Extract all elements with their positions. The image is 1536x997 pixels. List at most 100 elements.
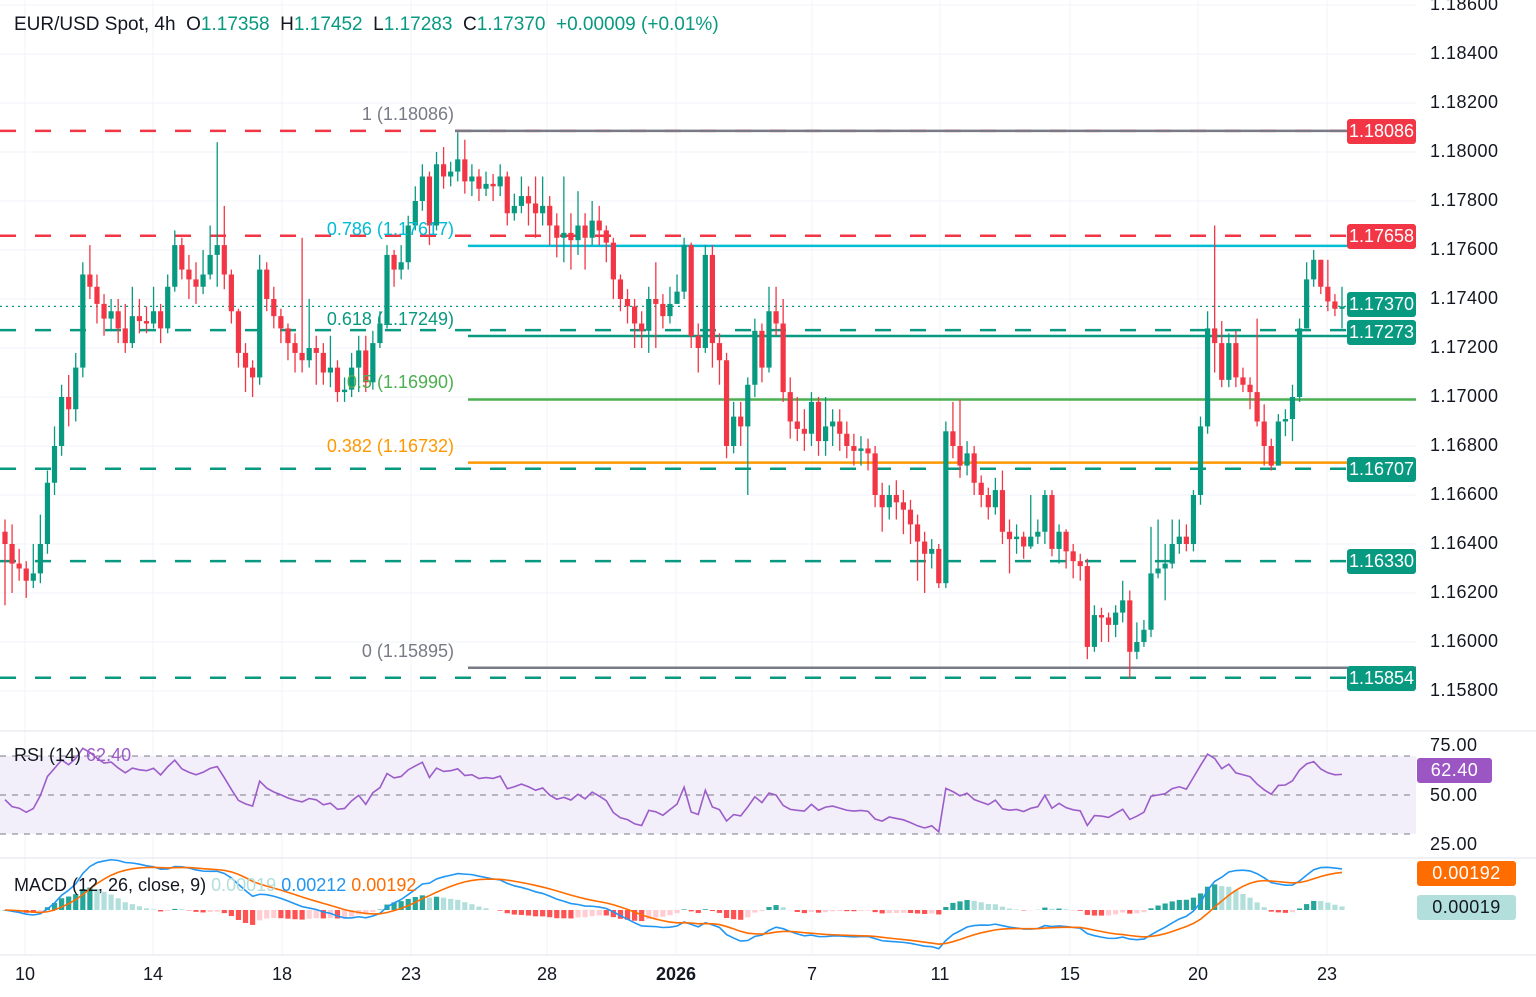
macd-legend[interactable]: MACD (12, 26, close, 9) 0.00019 0.00212 … bbox=[14, 875, 416, 896]
high-label: H bbox=[280, 14, 294, 35]
time-tick-label: 18 bbox=[271, 964, 293, 984]
macd-histogram-bar bbox=[1226, 886, 1232, 910]
macd-histogram-bar bbox=[1311, 900, 1317, 910]
fibonacci-retracement[interactable] bbox=[455, 129, 1416, 669]
candle-body bbox=[1127, 600, 1133, 652]
fib-level-label: 0.5 (1.16990) bbox=[346, 372, 454, 393]
candle-body bbox=[646, 299, 652, 331]
candle-body bbox=[1169, 544, 1175, 564]
macd-histogram-bar bbox=[1141, 910, 1147, 913]
macd-signal-line bbox=[4, 866, 1343, 946]
macd-histogram-bar bbox=[1113, 910, 1119, 915]
candle-body bbox=[907, 509, 914, 525]
candle-body bbox=[193, 279, 199, 287]
price-tick-label: 1.15800 bbox=[1430, 680, 1499, 700]
candle-body bbox=[1261, 421, 1267, 446]
macd-histogram-bar bbox=[957, 901, 963, 910]
candle-body bbox=[94, 286, 100, 304]
macd-histogram-bar bbox=[1275, 910, 1281, 913]
candle-body bbox=[257, 269, 263, 378]
macd-line bbox=[4, 858, 1343, 950]
macd-histogram-bar bbox=[1219, 886, 1225, 910]
candle-body bbox=[709, 254, 716, 344]
macd-histogram-bar bbox=[907, 910, 914, 913]
candle-body bbox=[51, 446, 58, 483]
candle-body bbox=[1212, 328, 1218, 344]
candle-body bbox=[858, 448, 864, 451]
macd-histogram-bar bbox=[808, 910, 815, 912]
macd-histogram-bar bbox=[158, 910, 164, 912]
macd-histogram-bar bbox=[249, 910, 256, 925]
candle-body bbox=[1311, 259, 1317, 280]
candle-body bbox=[1296, 328, 1303, 397]
level-price-tag: 1.17370 bbox=[1347, 292, 1416, 318]
close-value: 1.17370 bbox=[476, 14, 546, 35]
candle-body bbox=[695, 335, 701, 348]
candle-body bbox=[1183, 536, 1189, 544]
candle-body bbox=[950, 431, 956, 446]
price-tick-label: 1.18400 bbox=[1430, 43, 1499, 63]
candle-body bbox=[660, 303, 666, 317]
macd-histogram-bar bbox=[603, 910, 609, 916]
time-tick-label: 28 bbox=[536, 964, 558, 984]
candle-body bbox=[341, 389, 348, 393]
macd-histogram-tag: 0.00019 bbox=[1417, 895, 1516, 920]
candle-body bbox=[865, 448, 871, 454]
candle-body bbox=[1049, 495, 1055, 549]
macd-histogram-bar bbox=[469, 904, 475, 910]
candle-body bbox=[115, 311, 121, 329]
candle-body bbox=[334, 367, 341, 393]
macd-histogram-bar bbox=[582, 910, 588, 918]
macd-histogram-bar bbox=[235, 910, 242, 920]
candle-body bbox=[1113, 612, 1119, 625]
symbol-legend: EUR/USD Spot, 4h O1.17358 H1.17452 L1.17… bbox=[14, 14, 719, 36]
macd-histogram-bar bbox=[688, 910, 694, 912]
candle-body bbox=[242, 352, 249, 368]
macd-histogram-value: 0.00019 bbox=[211, 875, 277, 895]
macd-histogram-bar bbox=[172, 908, 178, 910]
macd-histogram-bar bbox=[1176, 899, 1182, 910]
macd-histogram-bar bbox=[978, 902, 984, 910]
macd-histogram-bar bbox=[1254, 902, 1260, 910]
macd-histogram-bar bbox=[1183, 899, 1189, 910]
macd-histogram-bar bbox=[525, 910, 532, 916]
candle-body bbox=[780, 323, 786, 393]
candle-body bbox=[936, 548, 942, 584]
candle-body bbox=[490, 183, 496, 187]
candle-body bbox=[207, 254, 213, 275]
candle-body bbox=[914, 524, 921, 542]
macd-histogram-bar bbox=[922, 910, 928, 915]
candle-body bbox=[617, 279, 624, 299]
macd-histogram-bar bbox=[667, 910, 673, 916]
candle-body bbox=[172, 245, 178, 287]
candle-body bbox=[1028, 536, 1034, 547]
macd-histogram-bar bbox=[405, 898, 411, 910]
candle-body bbox=[716, 343, 723, 361]
candle-body bbox=[900, 502, 907, 510]
macd-histogram-bar bbox=[448, 898, 454, 910]
high-value: 1.17452 bbox=[293, 14, 363, 35]
candle-body bbox=[1247, 384, 1253, 393]
candle-body bbox=[971, 453, 977, 483]
candle-body bbox=[1289, 397, 1296, 420]
macd-histogram-bar bbox=[433, 896, 440, 910]
candle-body bbox=[136, 316, 143, 322]
price-tick-label: 1.18000 bbox=[1430, 141, 1499, 161]
macd-histogram-bar bbox=[971, 900, 977, 910]
rsi-legend[interactable]: RSI (14) 62.40 bbox=[14, 745, 131, 766]
level-price-tag: 1.18086 bbox=[1347, 118, 1416, 144]
macd-histogram-bar bbox=[94, 888, 100, 910]
macd-histogram-bar bbox=[1056, 908, 1062, 910]
macd-histogram-bar bbox=[624, 910, 631, 920]
macd-histogram-bar bbox=[179, 909, 185, 910]
macd-histogram-bar bbox=[242, 910, 249, 923]
fib-level-label: 0.786 (1.17617) bbox=[326, 218, 454, 239]
price-tick-label: 1.16200 bbox=[1430, 582, 1499, 602]
macd-histogram-bar bbox=[440, 897, 447, 910]
candle-body bbox=[511, 205, 517, 214]
price-tick-label: 1.16000 bbox=[1430, 631, 1499, 651]
candle-body bbox=[497, 176, 503, 187]
macd-histogram-bar bbox=[1233, 890, 1239, 910]
fib-level-label: 1 (1.18086) bbox=[361, 103, 454, 124]
